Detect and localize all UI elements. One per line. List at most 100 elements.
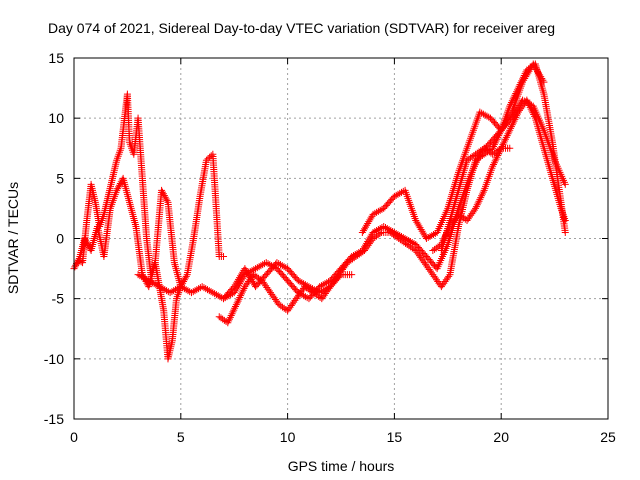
y-axis-label: SDTVAR / TECUs <box>5 182 21 294</box>
data-point <box>240 284 248 292</box>
data-point <box>256 275 264 283</box>
data-point <box>266 261 274 269</box>
data-point <box>420 231 428 239</box>
data-point <box>380 222 388 230</box>
data-point <box>396 189 404 197</box>
series-arc-2 <box>74 150 228 291</box>
data-point <box>161 286 169 294</box>
data-point <box>366 234 374 242</box>
data-point <box>241 271 249 279</box>
data-point <box>529 60 537 68</box>
data-point <box>561 180 569 188</box>
data-point <box>509 119 517 127</box>
data-point <box>416 224 424 232</box>
x-tick-label: 0 <box>70 429 78 445</box>
data-point <box>493 153 501 161</box>
data-point <box>159 190 167 198</box>
data-point <box>387 226 395 234</box>
data-point <box>298 291 306 299</box>
data-point <box>373 208 381 216</box>
data-point <box>234 297 242 305</box>
data-point <box>399 233 407 241</box>
data-point <box>376 206 384 214</box>
y-tick-label: 0 <box>56 231 64 247</box>
data-point <box>405 237 413 245</box>
data-point <box>561 216 569 224</box>
data-point <box>317 282 325 290</box>
data-point <box>241 265 249 273</box>
data-point <box>526 103 534 111</box>
data-point <box>233 283 241 291</box>
data-point <box>259 261 267 269</box>
data-point <box>257 262 265 270</box>
data-point <box>179 284 187 292</box>
data-point <box>166 289 174 297</box>
data-point <box>476 195 484 203</box>
data-point <box>373 226 381 234</box>
data-point <box>139 274 147 282</box>
data-point <box>231 287 239 295</box>
data-point <box>234 281 242 289</box>
data-point <box>414 220 422 228</box>
data-point <box>415 222 423 230</box>
data-point <box>298 279 306 287</box>
axis-ticks <box>73 57 609 420</box>
data-point <box>422 235 430 242</box>
data-point <box>171 286 179 294</box>
data-point <box>147 278 155 286</box>
data-point <box>412 216 420 224</box>
data-point <box>224 319 232 327</box>
data-point <box>182 286 190 294</box>
data-point <box>369 210 377 218</box>
data-point <box>521 74 529 82</box>
data-point <box>159 285 167 293</box>
data-point <box>394 190 402 198</box>
data-point <box>501 137 509 145</box>
data-point <box>207 288 215 296</box>
data-point <box>419 229 427 237</box>
data-point <box>316 293 324 301</box>
data-point <box>202 285 210 293</box>
data-point <box>502 133 510 141</box>
data-point <box>152 281 160 289</box>
data-point <box>490 160 498 168</box>
data-point <box>504 115 512 123</box>
chart-title: Day 074 of 2021, Sidereal Day-to-day VTE… <box>48 20 555 36</box>
data-point <box>237 278 245 286</box>
data-point <box>163 287 171 295</box>
series-arc-6 <box>358 60 548 242</box>
data-point <box>540 78 548 86</box>
data-point <box>168 288 176 296</box>
data-point <box>232 301 240 309</box>
data-point <box>492 155 500 163</box>
data-point <box>238 288 246 296</box>
data-point <box>408 239 416 247</box>
data-point <box>141 275 149 283</box>
data-point <box>477 194 485 202</box>
data-point <box>221 294 229 302</box>
data-point <box>532 65 540 73</box>
data-point <box>512 114 520 122</box>
data-point <box>479 110 487 118</box>
data-point <box>236 293 244 301</box>
data-point <box>349 252 357 260</box>
x-tick-label: 20 <box>493 429 509 445</box>
data-point <box>390 192 398 200</box>
data-point <box>250 266 258 274</box>
data-point <box>561 228 569 236</box>
data-point <box>501 119 509 127</box>
data-point <box>491 157 499 165</box>
data-point <box>489 144 497 152</box>
data-point <box>148 279 156 287</box>
data-point <box>525 102 533 110</box>
data-point <box>371 227 379 235</box>
data-point <box>161 193 169 201</box>
data-point <box>206 153 214 161</box>
data-point <box>231 304 239 312</box>
data-point <box>184 287 192 295</box>
data-point <box>280 263 288 271</box>
x-tick-label: 15 <box>387 429 403 445</box>
data-point <box>282 305 290 313</box>
